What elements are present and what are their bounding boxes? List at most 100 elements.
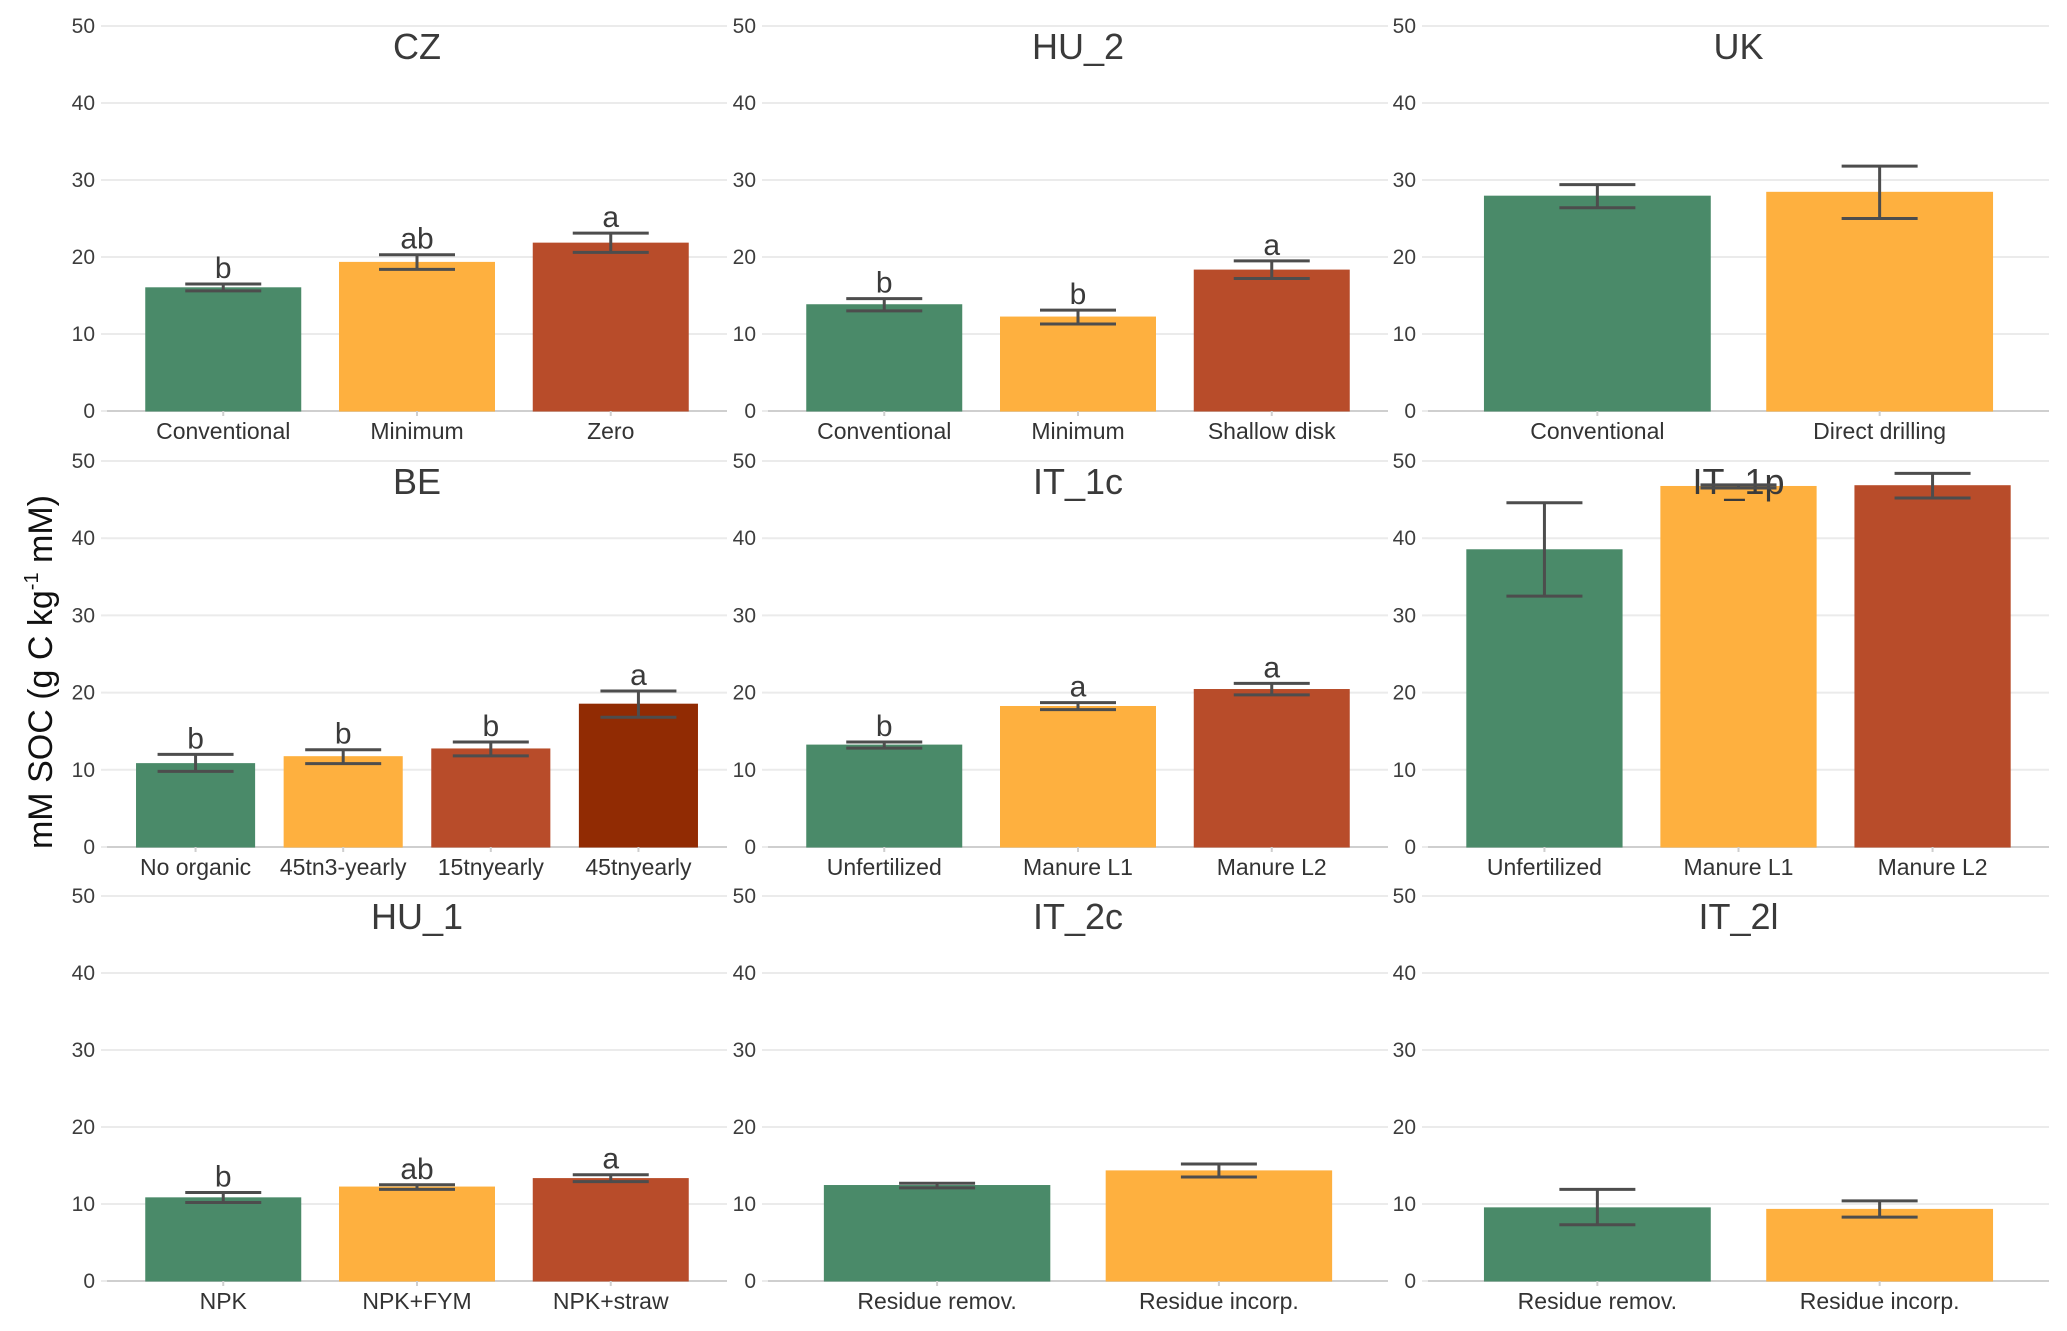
bar bbox=[145, 1197, 302, 1282]
y-tick-label: 40 bbox=[1393, 962, 1416, 985]
error-bar bbox=[185, 282, 262, 293]
x-category-label: Minimum bbox=[1031, 418, 1124, 444]
y-tick-label: 30 bbox=[72, 169, 95, 192]
y-tick-label: 30 bbox=[733, 1039, 756, 1062]
y-tick-label: 40 bbox=[733, 527, 756, 550]
error-bar bbox=[1506, 501, 1583, 598]
y-tick-label: 0 bbox=[83, 836, 95, 859]
significance-letter: b bbox=[876, 710, 893, 743]
panel-title: HU_2 bbox=[1032, 26, 1124, 67]
error-bar bbox=[1233, 681, 1310, 697]
error-bar bbox=[185, 1190, 262, 1204]
bar bbox=[1766, 191, 1994, 412]
significance-letter: ab bbox=[400, 223, 433, 256]
x-category-label: 15tnyearly bbox=[438, 854, 545, 880]
significance-letter: b bbox=[1070, 278, 1087, 311]
error-bar bbox=[1841, 1199, 1918, 1219]
bar bbox=[339, 261, 495, 412]
bar bbox=[1483, 195, 1711, 412]
error-bar bbox=[379, 1183, 455, 1191]
y-tick-label: 30 bbox=[733, 169, 756, 192]
error-bar bbox=[1894, 471, 1971, 500]
y-tick-label: 20 bbox=[733, 682, 756, 705]
panel-title: IT_2l bbox=[1698, 896, 1778, 937]
significance-letter: b bbox=[215, 1160, 232, 1193]
x-category-label: Unfertilized bbox=[827, 854, 942, 880]
y-tick-label: 0 bbox=[744, 836, 756, 859]
error-bar bbox=[305, 748, 382, 766]
y-tick-label: 50 bbox=[1393, 450, 1416, 473]
y-tick-label: 40 bbox=[72, 527, 95, 550]
error-bar bbox=[600, 689, 677, 719]
y-tick-label: 50 bbox=[72, 15, 95, 38]
x-category-label: NPK+straw bbox=[553, 1288, 669, 1314]
y-tick-label: 20 bbox=[733, 1116, 756, 1139]
y-tick-label: 20 bbox=[72, 246, 95, 269]
bar bbox=[1466, 549, 1623, 848]
y-tick-label: 0 bbox=[1404, 1270, 1416, 1293]
panel-cz: 0 10 20 30 40 50 CZ b Conventional ab Minimum a Zero bbox=[72, 15, 727, 444]
error-bar bbox=[1559, 1187, 1636, 1227]
bar bbox=[136, 763, 256, 848]
bar bbox=[806, 304, 963, 412]
y-tick-label: 10 bbox=[1393, 759, 1416, 782]
y-axis-label-main: mM SOC (g C kg bbox=[22, 590, 60, 849]
panel-hu-2: 0 10 20 30 40 50 HU_2b Conventional b Minimum a Sha… bbox=[733, 15, 1388, 444]
error-bar bbox=[846, 297, 923, 313]
significance-letter: b bbox=[876, 267, 893, 300]
panel-be: 0 10 20 30 40 50 BE b No organic b 45tn3-yearly b 15… bbox=[72, 450, 727, 880]
y-tick-label: 30 bbox=[1393, 169, 1416, 192]
panel-title: UK bbox=[1713, 26, 1763, 67]
panel-title: BE bbox=[393, 461, 441, 502]
x-category-label: 45tnyearly bbox=[585, 854, 692, 880]
y-tick-label: 10 bbox=[72, 323, 95, 346]
y-tick-label: 20 bbox=[733, 246, 756, 269]
x-category-label: Unfertilized bbox=[1487, 854, 1602, 880]
y-tick-label: 20 bbox=[1393, 1116, 1416, 1139]
x-category-label: Manure L1 bbox=[1684, 854, 1794, 880]
y-tick-label: 20 bbox=[72, 1116, 95, 1139]
y-tick-label: 50 bbox=[733, 450, 756, 473]
x-category-label: Manure L2 bbox=[1217, 854, 1327, 880]
bar bbox=[532, 242, 689, 412]
error-bar bbox=[1040, 701, 1116, 712]
y-tick-label: 10 bbox=[1393, 323, 1416, 346]
y-tick-label: 0 bbox=[83, 1270, 95, 1293]
panel-title: IT_1p bbox=[1692, 461, 1784, 502]
significance-letter: a bbox=[1263, 229, 1280, 262]
panel-hu-1: 0 10 20 30 40 50 HU_1b NPK ab NPK+FYM a NPK+straw bbox=[72, 885, 727, 1314]
error-bar bbox=[1700, 483, 1777, 490]
panel-uk: 0 10 20 30 40 50 UK Conventional Direct drilling bbox=[1393, 15, 2049, 444]
bar bbox=[532, 1178, 689, 1282]
y-tick-label: 30 bbox=[72, 604, 95, 627]
y-tick-label: 0 bbox=[744, 400, 756, 423]
y-axis-label: mM SOC (g C kg-1 mM) bbox=[21, 495, 60, 849]
x-category-label: 45tn3-yearly bbox=[280, 854, 407, 880]
y-tick-label: 30 bbox=[733, 604, 756, 627]
y-tick-label: 10 bbox=[72, 1193, 95, 1216]
y-tick-label: 10 bbox=[733, 1193, 756, 1216]
y-tick-label: 10 bbox=[1393, 1193, 1416, 1216]
significance-letter: b bbox=[335, 718, 352, 751]
y-axis-label-superscript: -1 bbox=[21, 572, 43, 590]
x-category-label: Manure L1 bbox=[1023, 854, 1133, 880]
y-tick-label: 30 bbox=[1393, 1039, 1416, 1062]
y-tick-label: 50 bbox=[733, 15, 756, 38]
y-tick-label: 40 bbox=[1393, 527, 1416, 550]
y-tick-label: 10 bbox=[733, 759, 756, 782]
significance-letter: a bbox=[602, 1143, 619, 1176]
error-bar bbox=[572, 1173, 649, 1184]
y-tick-label: 40 bbox=[733, 962, 756, 985]
y-tick-label: 50 bbox=[72, 450, 95, 473]
y-tick-label: 10 bbox=[72, 759, 95, 782]
y-tick-label: 40 bbox=[733, 92, 756, 115]
panel-title: IT_2c bbox=[1033, 896, 1123, 937]
significance-letter: a bbox=[1070, 671, 1087, 704]
error-bar bbox=[157, 752, 234, 773]
error-bar bbox=[379, 253, 455, 271]
error-bar bbox=[1841, 164, 1918, 220]
bar bbox=[1660, 485, 1817, 848]
y-tick-label: 40 bbox=[72, 92, 95, 115]
